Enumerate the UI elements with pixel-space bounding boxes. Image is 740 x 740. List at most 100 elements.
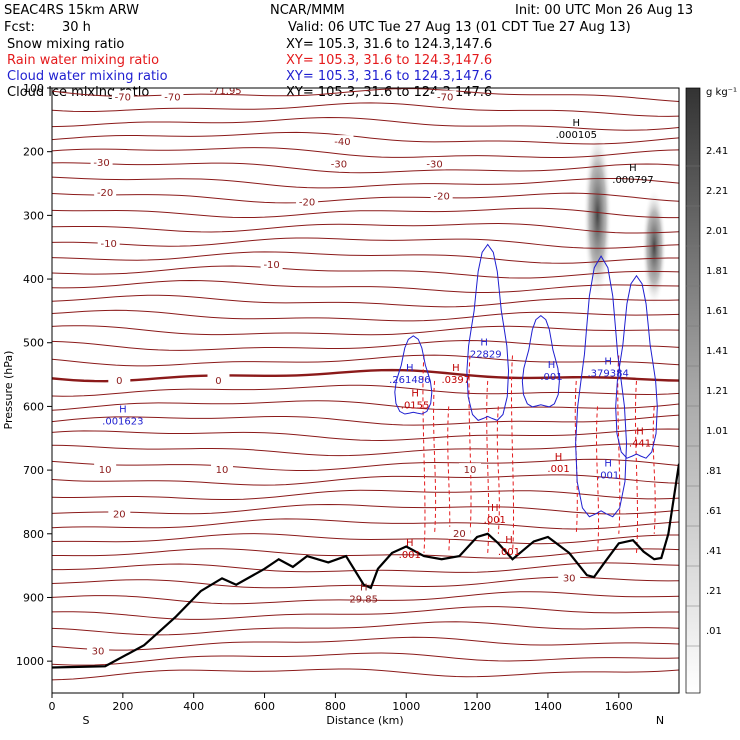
max-h-marker: H [411,388,419,399]
max-h-marker: H [604,357,612,368]
isotherm-line [52,591,679,605]
isotherm-line [52,237,679,249]
y-tick-label-1000: 1000 [16,655,44,668]
isotherm-label: -20 [433,191,449,202]
field-name-0: Snow mixing ratio [7,37,124,52]
maxima-labels: H.000105H.000797H.001623H.261486H.22829H… [102,118,653,606]
colorbar-labels: 2.41 2.21 2.01 1.81 1.61 1.41 1.21 1.01 .81 .61 .4… [686,146,728,647]
isotherm-label-bg [296,195,319,208]
isotherm-line [52,668,679,681]
terrain-profile [52,463,679,669]
isotherm-label: -70 [437,93,453,104]
y-tick-label-600: 600 [23,400,44,413]
rain-contour [433,380,437,534]
isotherm-label-bg [260,258,283,271]
isotherm-line [52,414,679,426]
rain-contours [422,355,656,553]
y-axis-title: Pressure (hPa) [2,351,15,430]
isotherm-label-bg [108,507,131,520]
cloud-contour [615,274,658,459]
max-h-marker: H [505,535,513,546]
max-value-label: .22829 [467,349,502,360]
isotherm-label-bg [430,189,453,202]
plot-frame [51,87,680,694]
max-value-label: .0397 [442,375,471,386]
isotherm-line [52,562,679,573]
y-tick-label-800: 800 [23,528,44,541]
rain-contour [596,406,600,553]
isotherm-line [52,458,679,471]
cloud-contour [575,255,628,518]
valid-time: Valid: 06 UTC Tue 27 Aug 13 (01 CDT Tue … [288,20,631,35]
colorbar-label-11: .21 [706,586,722,597]
colorbar-label-1: 2.21 [706,186,728,197]
isotherm-line [52,400,679,411]
max-h-marker: H [573,118,581,129]
isotherm-line [52,279,679,294]
y-tick-label-100: 100 [23,82,44,95]
isotherm-label: 10 [464,465,477,476]
isotherm-line [52,384,679,397]
max-value-label: .0155 [401,400,430,411]
y-tick-label-700: 700 [23,464,44,477]
isotherm-line [52,503,679,515]
cloud-water-contours [394,243,658,518]
isotherm-label-bg [459,463,481,476]
colorbar-label-10: .41 [706,546,722,557]
isotherm-line [52,88,679,102]
header: SEAC4RS 15km ARW NCAR/MMM Init: 00 UTC M… [4,3,693,100]
isotherm-line [52,518,679,530]
max-value-label: .441 [629,439,651,450]
max-value-label: .000797 [612,175,653,186]
isotherm-line [52,102,679,117]
isotherm-label-bg [161,90,184,103]
x-tick-label-1000: 1000 [392,700,420,713]
max-h-marker: H [555,452,563,463]
isotherm-line [52,354,679,367]
x-tick-label-1400: 1400 [534,700,562,713]
isotherm-label: 0 [116,376,122,387]
isotherm-line [52,652,679,666]
isotherm-line [52,294,679,308]
isotherm-label: -70 [115,93,131,104]
x-endpoint-right: N [656,714,664,727]
isotherm-label-bg [423,157,446,170]
isotherm-line [52,489,679,501]
isotherm-label: -30 [93,158,109,169]
isotherm-line [52,340,679,351]
isotherm-label: 20 [453,529,466,540]
colorbar-label-3: 1.81 [706,266,728,277]
isotherm-label-bg [211,463,234,476]
rain-contour [422,355,426,553]
max-h-marker: H [629,163,637,174]
max-h-marker: H [452,363,460,374]
max-h-marker: H [548,360,556,371]
plot-area: -70 -70 -70 -40 -30 -30 -30 -20 -20 -20 -10 -10 0 0 10… [52,88,679,681]
isotherm-line [52,207,679,219]
isotherm-label-bg [94,186,117,199]
cloud-contour [394,335,433,415]
fcst-value: 30 h [62,20,91,35]
isotherm-line [52,474,679,486]
x-endpoint-left: S [83,714,90,727]
y-tick-label-400: 400 [23,273,44,286]
org-label: NCAR/MMM [270,3,345,18]
max-value-label: .001 [484,515,506,526]
isotherm-label: -10 [101,239,117,250]
max-value-label: .001 [498,547,520,558]
colorbar-unit: g kg⁻¹ [706,87,737,98]
rain-contour [496,406,500,534]
y-tick-label-300: 300 [23,209,44,222]
isotherm-label: -20 [299,198,315,209]
field-xy-1: XY= 105.3, 31.6 to 124.3,147.6 [286,53,492,68]
isotherm-label-bg [97,237,120,250]
isotherm-line [52,533,679,545]
max-value-label: .001 [597,470,619,481]
isotherm-zero [52,368,679,383]
x-tick-label-200: 200 [112,700,133,713]
isotherm-label: -20 [97,188,113,199]
isotherm-label: 10 [99,465,112,476]
isotherm-line [52,606,679,620]
isotherm-line [52,428,679,441]
isotherm-line [52,309,679,322]
